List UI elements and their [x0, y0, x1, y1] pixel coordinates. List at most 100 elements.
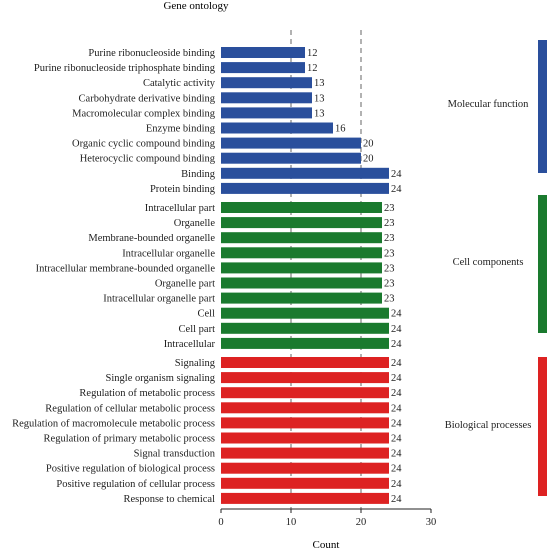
value-label: 24	[391, 464, 402, 475]
group-label: Biological processes	[445, 420, 532, 431]
bar	[221, 402, 389, 414]
bar	[221, 337, 389, 349]
category-label: Purine ribonucleoside triphosphate bindi…	[34, 63, 216, 74]
bar	[221, 137, 361, 149]
x-axis-label: Count	[313, 539, 340, 548]
x-tick-label: 0	[218, 517, 223, 528]
value-label: 24	[391, 358, 402, 369]
bar	[221, 122, 333, 134]
category-label: Heterocyclic compound binding	[80, 154, 216, 165]
bar	[221, 492, 389, 504]
category-label: Cell	[198, 309, 216, 320]
value-label: 16	[335, 124, 346, 135]
value-label: 12	[307, 63, 318, 74]
x-axis: 0 10 20 30	[218, 508, 437, 528]
value-label: 24	[391, 494, 402, 505]
category-label: Positive regulation of cellular process	[56, 479, 215, 490]
category-label: Cell part	[179, 324, 216, 335]
value-label: 20	[363, 154, 374, 165]
value-label: 24	[391, 169, 402, 180]
value-label: 24	[391, 339, 402, 350]
value-label: 23	[384, 218, 395, 229]
bar	[221, 292, 382, 304]
reference-lines	[290, 30, 362, 509]
bar	[221, 307, 389, 319]
category-label: Intracellular membrane-bounded organelle	[36, 263, 216, 274]
category-label: Protein binding	[150, 184, 216, 195]
category-label: Regulation of metabolic process	[79, 388, 215, 399]
category-label: Binding	[181, 169, 216, 180]
category-label: Single organism signaling	[106, 373, 216, 384]
bar	[221, 372, 389, 384]
value-label: 13	[314, 108, 325, 119]
category-label: Carbohydrate derivative binding	[79, 93, 216, 104]
category-label: Regulation of primary metabolic process	[44, 434, 215, 445]
value-label: 24	[391, 184, 402, 195]
bar	[221, 47, 305, 58]
bar	[221, 277, 382, 289]
category-label: Intracellular	[164, 339, 216, 350]
value-label: 13	[314, 93, 325, 104]
category-label: Intracellular part	[145, 203, 215, 214]
value-label: 24	[391, 373, 402, 384]
bar	[221, 322, 389, 334]
category-label: Organic cyclic compound binding	[72, 139, 216, 150]
value-label: 24	[391, 324, 402, 335]
bar	[221, 232, 382, 244]
bars-layer: Purine ribonucleoside binding 12 Purine ri…	[12, 47, 402, 505]
bar	[221, 202, 382, 213]
bar	[221, 77, 312, 89]
bar	[221, 92, 312, 104]
value-label: 23	[384, 294, 395, 305]
bar	[221, 152, 361, 164]
value-label: 24	[391, 479, 402, 490]
category-label: Regulation of macromolecule metabolic pr…	[12, 418, 215, 429]
value-label: 23	[384, 233, 395, 244]
value-label: 24	[391, 388, 402, 399]
value-label: 23	[384, 279, 395, 290]
bar	[221, 247, 382, 259]
bar	[221, 167, 389, 179]
category-label: Regulation of cellular metabolic process	[45, 403, 215, 414]
x-tick-label: 10	[286, 517, 297, 528]
group-bracket	[538, 195, 547, 333]
value-label: 23	[384, 263, 395, 274]
value-label: 24	[391, 449, 402, 460]
chart-title: Gene ontology	[163, 0, 229, 12]
group-bracket	[538, 357, 547, 496]
bar	[221, 107, 312, 119]
value-label: 24	[391, 418, 402, 429]
value-label: 23	[384, 203, 395, 214]
category-label: Signaling	[175, 358, 216, 369]
value-label: 24	[391, 403, 402, 414]
group-label: Cell components	[453, 257, 524, 268]
bar	[221, 447, 389, 459]
group-label: Molecular function	[448, 99, 530, 110]
category-label: Positive regulation of biological proces…	[46, 464, 215, 475]
bar	[221, 417, 389, 429]
bar	[221, 387, 389, 399]
bar	[221, 357, 389, 368]
value-label: 20	[363, 139, 374, 150]
group-brackets: Molecular function Cell components Biologi…	[445, 40, 547, 496]
category-label: Response to chemical	[123, 494, 215, 505]
bar	[221, 432, 389, 444]
x-tick-label: 30	[426, 517, 437, 528]
category-label: Purine ribonucleoside binding	[88, 48, 215, 59]
group-bracket	[538, 40, 547, 173]
category-label: Organelle	[174, 218, 216, 229]
bar	[221, 477, 389, 489]
value-label: 23	[384, 248, 395, 259]
value-label: 24	[391, 434, 402, 445]
bar	[221, 462, 389, 474]
bar	[221, 182, 389, 194]
category-label: Signal transduction	[134, 449, 216, 460]
bar	[221, 262, 382, 274]
category-label: Catalytic activity	[143, 78, 216, 89]
x-tick-label: 20	[356, 517, 367, 528]
category-label: Intracellular organelle	[122, 248, 215, 259]
value-label: 24	[391, 309, 402, 320]
bar	[221, 62, 305, 74]
category-label: Organelle part	[155, 279, 215, 290]
